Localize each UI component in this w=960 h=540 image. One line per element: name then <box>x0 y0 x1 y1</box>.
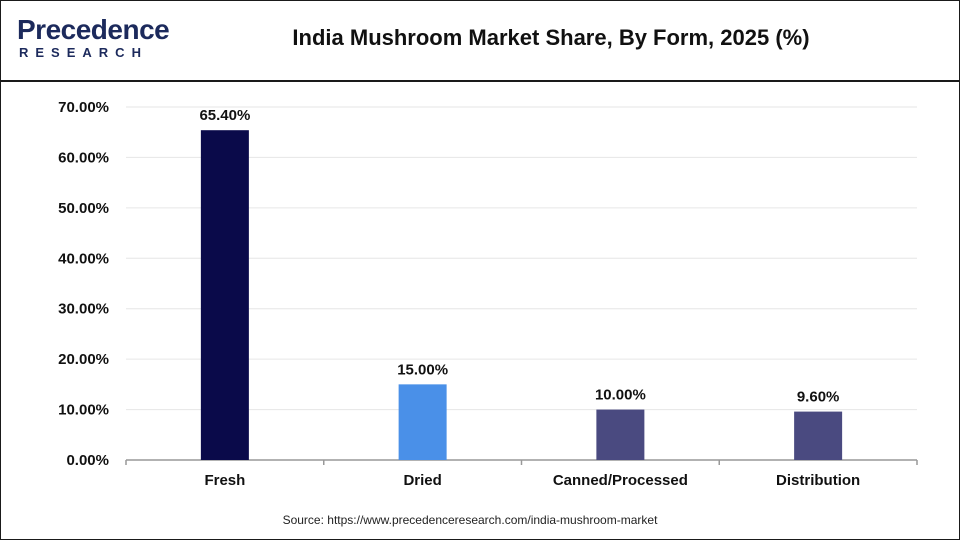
data-label: 15.00% <box>397 361 448 378</box>
y-tick-label: 0.00% <box>66 452 109 469</box>
y-tick-label: 30.00% <box>58 301 109 318</box>
bar <box>200 130 249 460</box>
data-label: 65.40% <box>199 107 250 124</box>
x-tick-label: Fresh <box>204 472 245 489</box>
logo-sub-text: RESEARCH <box>19 45 148 60</box>
y-tick-label: 70.00% <box>58 99 109 116</box>
data-label: 10.00% <box>595 387 646 404</box>
bar <box>398 384 447 460</box>
logo-main-text: Precedence <box>17 14 170 45</box>
chart-title: India Mushroom Market Share, By Form, 20… <box>292 25 810 50</box>
data-label: 9.60% <box>797 389 840 406</box>
y-tick-label: 20.00% <box>58 351 109 368</box>
bar <box>794 411 843 460</box>
y-tick-label: 10.00% <box>58 402 109 419</box>
header: Precedence RESEARCH India Mushroom Marke… <box>1 1 959 82</box>
x-tick-label: Distribution <box>776 472 860 489</box>
bar <box>596 409 645 460</box>
source-note: Source: https://www.precedenceresearch.c… <box>282 513 658 527</box>
y-tick-label: 60.00% <box>58 149 109 166</box>
y-tick-label: 40.00% <box>58 250 109 267</box>
x-tick-label: Dried <box>403 472 441 489</box>
y-tick-label: 50.00% <box>58 200 109 217</box>
logo: Precedence RESEARCH <box>17 14 170 65</box>
x-tick-label: Canned/Processed <box>553 472 688 489</box>
